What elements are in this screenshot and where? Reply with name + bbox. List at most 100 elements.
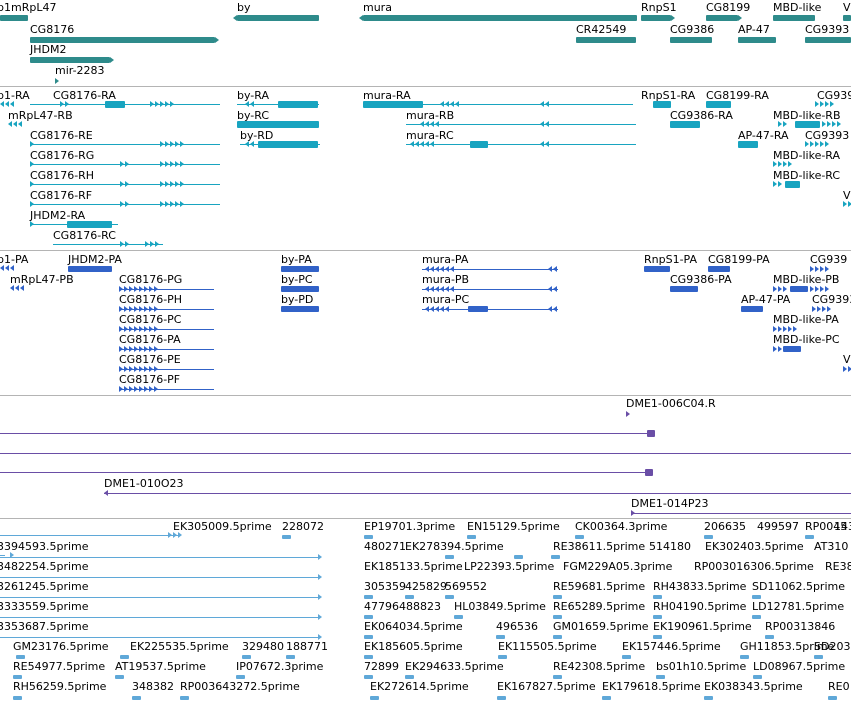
est-mark[interactable]: [653, 615, 662, 619]
est-mark[interactable]: [454, 615, 463, 619]
feature-label-ek185133-5prime[interactable]: EK185133.5prime: [364, 560, 463, 573]
feature-label-3261245-5prime[interactable]: 3261245.5prime: [0, 580, 89, 593]
feature-label-jhdm2-ra[interactable]: JHDM2-RA: [30, 209, 86, 222]
feature-label-480271[interactable]: 480271: [364, 540, 406, 553]
feature-label-mbd-like-pb[interactable]: MBD-like-PB: [773, 273, 840, 286]
feature-label-rh56259-5prime[interactable]: RH56259.5prime: [13, 680, 107, 693]
feature-label-v[interactable]: V: [843, 1, 851, 14]
feature-label-re38611-5prime[interactable]: RE38611.5prime: [553, 540, 646, 553]
feature-label-mbd-like-rb[interactable]: MBD-like-RB: [773, 109, 841, 122]
est-mark[interactable]: [467, 535, 476, 539]
feature-label-ap-47-pa[interactable]: AP-47-PA: [741, 293, 791, 306]
feature-label-en15129-5prime[interactable]: EN15129.5prime: [467, 520, 560, 533]
est-mark[interactable]: [704, 696, 713, 700]
feature-label-rp00313846[interactable]: RP00313846: [765, 620, 836, 633]
est-mark[interactable]: [765, 635, 774, 639]
feature-label-mura-rb[interactable]: mura-RB: [406, 109, 455, 122]
est-mark[interactable]: [405, 675, 414, 679]
feature-exon[interactable]: [281, 306, 319, 312]
feature-label-jhdm2[interactable]: JHDM2: [30, 43, 67, 56]
feature-label-mura-rc[interactable]: mura-RC: [406, 129, 454, 142]
gene-bar-v[interactable]: [843, 15, 851, 21]
feature-exon[interactable]: [468, 306, 488, 312]
feature-label-by-rc[interactable]: by-RC: [237, 109, 270, 122]
feature-label-mrpl47-pb[interactable]: mRpL47-PB: [10, 273, 74, 286]
est-mark[interactable]: [753, 675, 762, 679]
feature-label-mura-pc[interactable]: mura-PC: [422, 293, 470, 306]
feature-label-mura-pa[interactable]: mura-PA: [422, 253, 469, 266]
feature-label-ek294633-5prime[interactable]: EK294633.5prime: [405, 660, 504, 673]
feature-exon[interactable]: [706, 101, 731, 108]
est-mark[interactable]: [115, 675, 124, 679]
feature-label-ek302403-5prime[interactable]: EK302403.5prime: [705, 540, 804, 553]
feature-label-ap-47-ra[interactable]: AP-47-RA: [738, 129, 789, 142]
gene-bar-cg8199[interactable]: [706, 15, 738, 21]
est-mark[interactable]: [575, 535, 584, 539]
est-mark[interactable]: [805, 535, 814, 539]
feature-label-3394593-5prime[interactable]: 3394593.5prime: [0, 540, 89, 553]
feature-label-at310[interactable]: AT310: [814, 540, 849, 553]
feature-label-cg8176-pc[interactable]: CG8176-PC: [119, 313, 182, 326]
feature-label-ek157446-5prime[interactable]: EK157446.5prime: [622, 640, 721, 653]
feature-label-mura-ra[interactable]: mura-RA: [363, 89, 411, 102]
est-mark[interactable]: [553, 615, 562, 619]
feature-label-cg8176-rf[interactable]: CG8176-RF: [30, 189, 93, 202]
feature-label-ek185605-5prime[interactable]: EK185605.5prime: [364, 640, 463, 653]
feature-label-72899[interactable]: 72899: [364, 660, 399, 673]
feature-label-mura-pb[interactable]: mura-PB: [422, 273, 470, 286]
feature-label-by-pc[interactable]: by-PC: [281, 273, 313, 286]
feature-label-cg8176-rc[interactable]: CG8176-RC: [53, 229, 116, 242]
est-mark[interactable]: [653, 635, 662, 639]
feature-label-ld08967-5prime[interactable]: LD08967.5prime: [753, 660, 846, 673]
feature-label-mbd-like-ra[interactable]: MBD-like-RA: [773, 149, 841, 162]
feature-label-3353687-5prime[interactable]: 3353687.5prime: [0, 620, 89, 633]
feature-label-v[interactable]: V: [843, 353, 851, 366]
feature-label-cg9393[interactable]: CG9393: [805, 129, 850, 142]
est-mark[interactable]: [364, 655, 373, 659]
feature-label-ek115505-5prime[interactable]: EK115505.5prime: [498, 640, 597, 653]
feature-label-cg939[interactable]: CG939: [810, 253, 848, 266]
est-mark[interactable]: [364, 615, 373, 619]
feature-label-cg8199-pa[interactable]: CG8199-PA: [708, 253, 770, 266]
feature-label-ek064034-5prime[interactable]: EK064034.5prime: [364, 620, 463, 633]
gene-bar-by[interactable]: [237, 15, 319, 21]
feature-label-3482254-5prime[interactable]: 3482254.5prime: [0, 560, 89, 573]
feature-label-228072[interactable]: 228072: [282, 520, 324, 533]
feature-exon[interactable]: [258, 141, 318, 148]
feature-label-cg8176-rh[interactable]: CG8176-RH: [30, 169, 95, 182]
feature-exon[interactable]: [281, 266, 319, 272]
feature-label-cg8176-pa[interactable]: CG8176-PA: [119, 333, 181, 346]
est-mark[interactable]: [364, 635, 373, 639]
feature-label-re0[interactable]: RE0: [828, 680, 850, 693]
feature-exon[interactable]: [281, 286, 319, 292]
feature-label-rnps1-pa[interactable]: RnpS1-PA: [644, 253, 698, 266]
est-mark[interactable]: [497, 696, 506, 700]
est-mark[interactable]: [553, 635, 562, 639]
est-mark[interactable]: [498, 655, 507, 659]
feature-label-sd203[interactable]: SD203: [814, 640, 851, 653]
feature-label-3333559-5prime[interactable]: 3333559.5prime: [0, 600, 89, 613]
feature-label-499597[interactable]: 499597: [757, 520, 799, 533]
est-mark[interactable]: [364, 535, 373, 539]
feature-label-rh43833-5prime[interactable]: RH43833.5prime: [653, 580, 747, 593]
feature-label-cg9393[interactable]: CG9393: [812, 293, 851, 306]
feature-label-mbd-like[interactable]: MBD-like: [773, 1, 822, 14]
feature-label-fgm229a05-3prime[interactable]: FGM229A05.3prime: [563, 560, 673, 573]
feature-label-ek305009-5prime[interactable]: EK305009.5prime: [173, 520, 272, 533]
clone-end[interactable]: [647, 430, 655, 437]
gene-bar-ap-47[interactable]: [738, 37, 776, 43]
feature-label-ip07672-3prime[interactable]: IP07672.3prime: [236, 660, 324, 673]
est-mark[interactable]: [496, 635, 505, 639]
feature-label-ek179618-5prime[interactable]: EK179618.5prime: [602, 680, 701, 693]
feature-label-rh04190-5prime[interactable]: RH04190.5prime: [653, 600, 747, 613]
feature-label-cr42549[interactable]: CR42549: [576, 23, 627, 36]
feature-label-rnps1-ra[interactable]: RnpS1-RA: [641, 89, 696, 102]
feature-label-re65289-5prime[interactable]: RE65289.5prime: [553, 600, 646, 613]
feature-label-514180[interactable]: 514180: [649, 540, 691, 553]
est-mark[interactable]: [132, 696, 141, 700]
feature-label-re42308-5prime[interactable]: RE42308.5prime: [553, 660, 646, 673]
est-mark[interactable]: [622, 655, 631, 659]
est-mark[interactable]: [282, 535, 291, 539]
clone-end[interactable]: [645, 469, 653, 476]
feature-label-rp003643272-5prime[interactable]: RP003643272.5prime: [180, 680, 300, 693]
